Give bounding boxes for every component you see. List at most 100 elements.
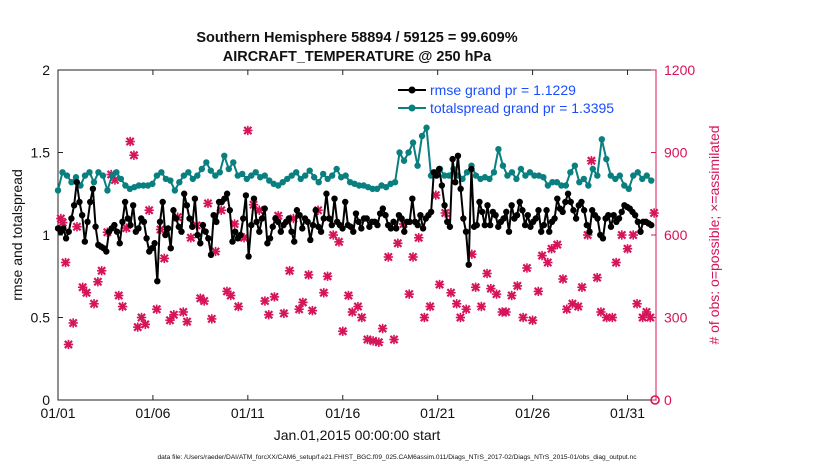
rmse-point [478,208,486,216]
totalspread-point [405,149,412,156]
rmse-point [631,212,639,219]
rmse-point [73,179,80,186]
totalspread-point [90,179,98,186]
rmse-point [189,223,196,230]
rmse-point [486,221,494,229]
obs-assimilated-point [169,310,179,320]
rmse-point [363,215,370,222]
obs-assimilated-point [491,289,502,299]
totalspread-point [598,136,606,143]
totalspread-point [266,177,273,184]
totalspread-point [167,177,174,184]
totalspread-point [576,179,583,186]
totalspread-point [409,139,417,146]
rmse-point [269,223,276,230]
rmse-point [352,210,360,217]
totalspread-point [149,180,156,188]
totalspread-point [553,179,561,186]
obs-assimilated-point [507,290,517,301]
rmse-point [156,218,164,225]
rmse-point [178,228,185,235]
legend-spread-label: totalspread grand pr = 1.3395 [430,100,614,116]
totalspread-point [562,182,570,189]
rmse-point [205,235,212,242]
rmse-point [358,225,365,232]
rmse-point [207,251,215,258]
rmse-point [229,238,236,245]
obs-assimilated-point [203,198,213,209]
x-axis-label: Jan.01,2015 00:00:00 start [274,427,441,443]
obs-assimilated-point [72,222,82,232]
totalspread-point [284,175,291,183]
rmse-point [299,225,306,232]
rmse-point [191,195,199,202]
rmse-point [242,192,250,199]
x-tick-label: 01/21 [420,405,455,421]
rmse-point [610,212,617,219]
totalspread-point [418,132,426,140]
totalspread-point [648,177,655,184]
obs-assimilated-point [322,271,333,281]
totalspread-point [185,169,192,176]
obs-assimilated-point [207,314,217,324]
rmse-point [119,218,126,225]
rmse-point [140,218,148,225]
obs-assimilated-point [543,257,553,268]
rmse-point [417,212,424,219]
rmse-point [559,208,566,216]
totalspread-point [221,152,228,159]
rmse-point [554,195,561,202]
totalspread-point [319,170,327,178]
rmse-point [551,215,558,222]
rmse-point [180,190,188,197]
obs-assimilated-point [482,268,492,279]
totalspread-point [526,169,534,176]
totalspread-point [230,159,237,166]
rmse-point [129,202,137,209]
x-tick-label: 01/06 [135,405,170,421]
totalspread-point [189,175,197,183]
rmse-point [441,202,448,209]
totalspread-point [625,185,632,192]
rmse-point [594,215,601,222]
obs-assimilated-point [512,281,523,291]
obs-assimilated-point [546,244,557,254]
rmse-point [634,218,642,225]
rmse-point [223,190,231,197]
totalspread-point [243,175,250,183]
obs-assimilated-point [617,230,627,240]
x-tick-label: 01/11 [231,405,265,421]
rmse-point [532,215,540,222]
rmse-point [350,228,357,235]
rmse-point [398,215,405,222]
totalspread-point [580,175,588,183]
rmse-point [170,207,177,214]
obs-assimilated-point [136,312,147,323]
totalspread-point [135,182,143,189]
totalspread-point [176,179,183,186]
totalspread-point [252,169,259,176]
rmse-point [586,228,593,235]
y-right-tick-label: 1200 [664,62,695,78]
obs-assimilated-point [518,312,528,323]
rmse-point [521,221,529,229]
y-left-tick-label: 0.5 [31,310,51,326]
totalspread-point [472,172,480,179]
obs-assimilated-point [434,279,445,290]
obs-assimilated-point [96,266,107,276]
rmse-point [87,198,94,206]
rmse-point [476,198,483,206]
obs-assimilated-point [152,304,162,314]
obs-assimilated-point [264,310,274,320]
footer-data-file: data file: /Users/raeder/DAI/ATM_forcXX/… [157,454,637,461]
rmse-point [457,185,464,192]
rmse-point [564,190,572,197]
totalspread-point [423,124,430,131]
totalspread-point [207,167,215,174]
rmse-point [266,235,274,242]
rmse-point [248,221,255,229]
rmse-point [328,221,336,229]
rmse-point [519,207,526,214]
obs-assimilated-point [182,316,192,327]
rmse-point [452,179,459,186]
